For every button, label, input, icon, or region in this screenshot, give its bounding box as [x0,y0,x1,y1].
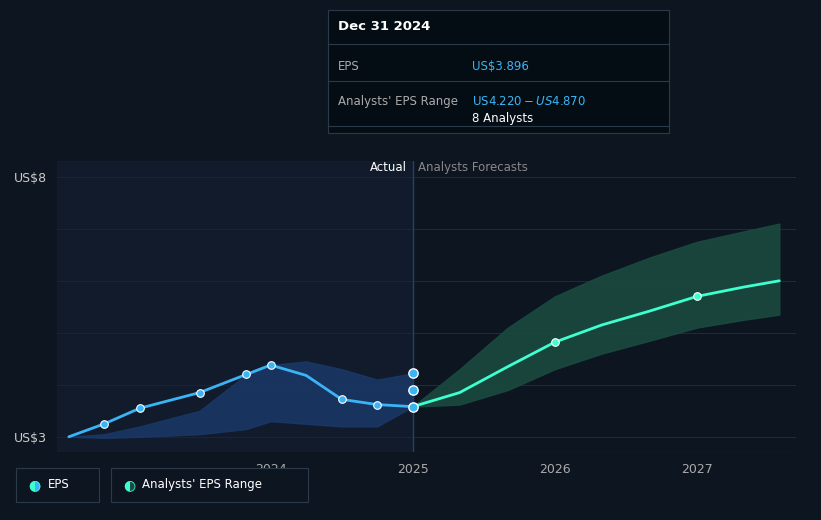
Text: US$4.220 - US$4.870: US$4.220 - US$4.870 [472,95,586,108]
Point [690,292,704,301]
Point [406,386,420,394]
Point [193,388,206,397]
Text: US$3.896: US$3.896 [472,60,529,73]
Point [548,338,562,346]
Text: EPS: EPS [48,478,69,491]
Text: ◐: ◐ [29,478,40,492]
Point [406,402,420,411]
Point [406,402,420,411]
Point [335,395,348,404]
Text: 8 Analysts: 8 Analysts [472,112,534,125]
Text: ◐: ◐ [123,478,135,492]
Text: ●: ● [123,478,135,492]
Text: Analysts' EPS Range: Analysts' EPS Range [142,478,262,491]
Point [264,361,277,369]
Point [370,400,383,409]
Point [240,370,253,379]
Point [406,369,420,378]
Text: Analysts' EPS Range: Analysts' EPS Range [338,95,458,108]
Point [133,404,146,412]
Text: ●: ● [29,478,40,492]
Text: Dec 31 2024: Dec 31 2024 [338,20,431,33]
Text: Analysts Forecasts: Analysts Forecasts [419,161,528,174]
Point [98,420,111,428]
Text: EPS: EPS [338,60,360,73]
Point [406,402,420,411]
Bar [57,161,413,452]
Text: Actual: Actual [370,161,407,174]
